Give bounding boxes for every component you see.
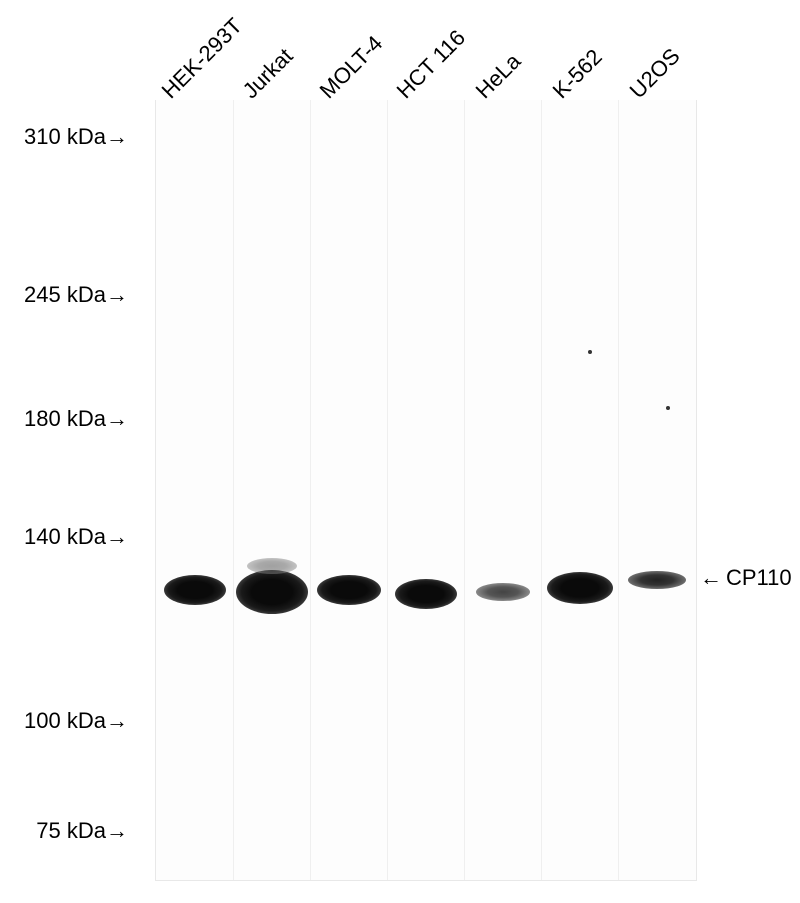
lane-label: K-562	[548, 44, 608, 104]
blot-figure: WWW.PTGLAB.COM 310 kDa→ 245 kDa→ 180 kDa…	[0, 0, 800, 903]
band	[547, 572, 613, 604]
speck	[588, 350, 592, 354]
mw-text: 75 kDa	[36, 818, 106, 843]
band	[247, 558, 297, 574]
lane-label: HCT 116	[392, 25, 471, 104]
target-arrow: ←	[700, 565, 722, 591]
lane-divider	[233, 100, 234, 880]
mw-marker-label: 100 kDa→	[24, 708, 128, 734]
mw-text: 180 kDa	[24, 406, 106, 431]
mw-text: 245 kDa	[24, 282, 106, 307]
lane-label: U2OS	[625, 43, 686, 104]
band	[164, 575, 226, 605]
lane-divider	[541, 100, 542, 880]
band	[395, 579, 457, 609]
mw-text: 140 kDa	[24, 524, 106, 549]
speck	[666, 406, 670, 410]
mw-marker-label: 310 kDa→	[24, 124, 128, 150]
mw-marker-label: 140 kDa→	[24, 524, 128, 550]
mw-marker-label: 180 kDa→	[24, 406, 128, 432]
lane-label: MOLT-4	[315, 31, 388, 104]
mw-text: 310 kDa	[24, 124, 106, 149]
lane-label: HEK-293T	[157, 13, 248, 104]
blot-membrane	[155, 100, 697, 881]
lane-divider	[464, 100, 465, 880]
lane-label: HeLa	[471, 48, 527, 104]
lane-label: Jurkat	[238, 43, 299, 104]
target-label: CP110	[726, 565, 792, 591]
band	[317, 575, 381, 605]
mw-text: 100 kDa	[24, 708, 106, 733]
band	[236, 570, 308, 614]
lane-divider	[387, 100, 388, 880]
lane-divider	[310, 100, 311, 880]
mw-marker-label: 75 kDa→	[36, 818, 128, 844]
band	[628, 571, 686, 589]
lane-divider	[618, 100, 619, 880]
mw-marker-label: 245 kDa→	[24, 282, 128, 308]
band	[476, 583, 530, 601]
